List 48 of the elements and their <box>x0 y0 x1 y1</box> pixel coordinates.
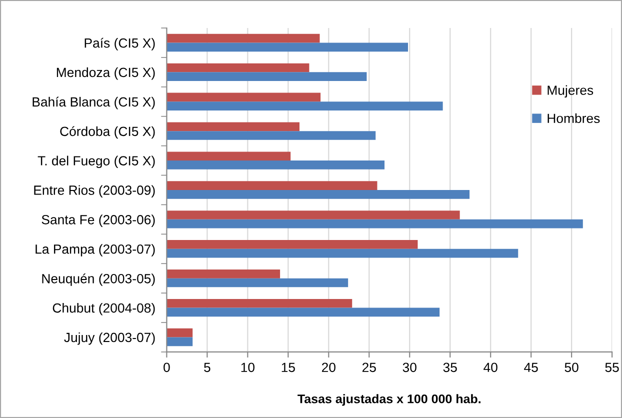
x-tick-label: 30 <box>402 362 416 372</box>
bar <box>166 210 460 220</box>
bar <box>166 152 291 161</box>
bar <box>166 131 376 140</box>
x-tick-label: 50 <box>564 362 578 372</box>
bar <box>166 34 320 43</box>
x-tick-label: 45 <box>524 362 538 372</box>
y-tick-label: La Pampa (2003-07) <box>36 244 155 256</box>
bar <box>166 190 470 199</box>
y-tick-label: Mendoza (CI5 X) <box>56 67 155 80</box>
x-tick-label: 20 <box>322 362 336 372</box>
legend-label: Hombres <box>548 113 600 124</box>
x-tick-label: 40 <box>484 362 498 372</box>
bar <box>166 219 583 228</box>
bar <box>166 181 378 190</box>
bar <box>166 248 518 258</box>
y-tick-label: Córdoba (CI5 X) <box>60 126 155 139</box>
bar <box>166 278 348 288</box>
y-tick-label: T. del Fuego (CI5 X) <box>38 156 155 168</box>
x-tick-label: 5 <box>204 362 210 372</box>
x-tick-label: 35 <box>443 362 457 372</box>
x-axis-title: Tasas ajustadas x 100 000 hab. <box>298 394 480 406</box>
bar <box>166 308 440 317</box>
y-tick-label: Neuquén (2003-05) <box>42 273 155 286</box>
bar <box>166 298 352 308</box>
y-tick-label: Jujuy (2003-07) <box>64 332 155 345</box>
legend-label: Mujeres <box>548 85 594 98</box>
bar <box>166 160 385 170</box>
bar <box>166 240 418 249</box>
y-tick-label: Chubut (2004-08) <box>52 303 155 316</box>
y-tick-label: Santa Fe (2003-06) <box>42 214 155 227</box>
bar <box>166 328 193 338</box>
bar <box>166 63 310 72</box>
x-tick-label: 0 <box>164 362 170 372</box>
y-tick-label: Entre Rios (2003-09) <box>34 185 155 198</box>
bar <box>166 122 300 132</box>
x-tick-label: 15 <box>282 362 295 372</box>
bar <box>166 42 408 52</box>
x-tick-label: 55 <box>605 362 619 372</box>
x-tick-label: 25 <box>362 362 376 372</box>
y-tick-label: País (CI5 X) <box>84 38 155 50</box>
bar <box>166 102 443 110</box>
x-tick-label: 10 <box>241 362 254 372</box>
bar <box>166 92 321 102</box>
bar <box>166 269 280 278</box>
bar <box>166 337 193 346</box>
bar <box>166 72 367 82</box>
y-tick-label: Bahía Blanca (CI5 X) <box>32 96 155 110</box>
